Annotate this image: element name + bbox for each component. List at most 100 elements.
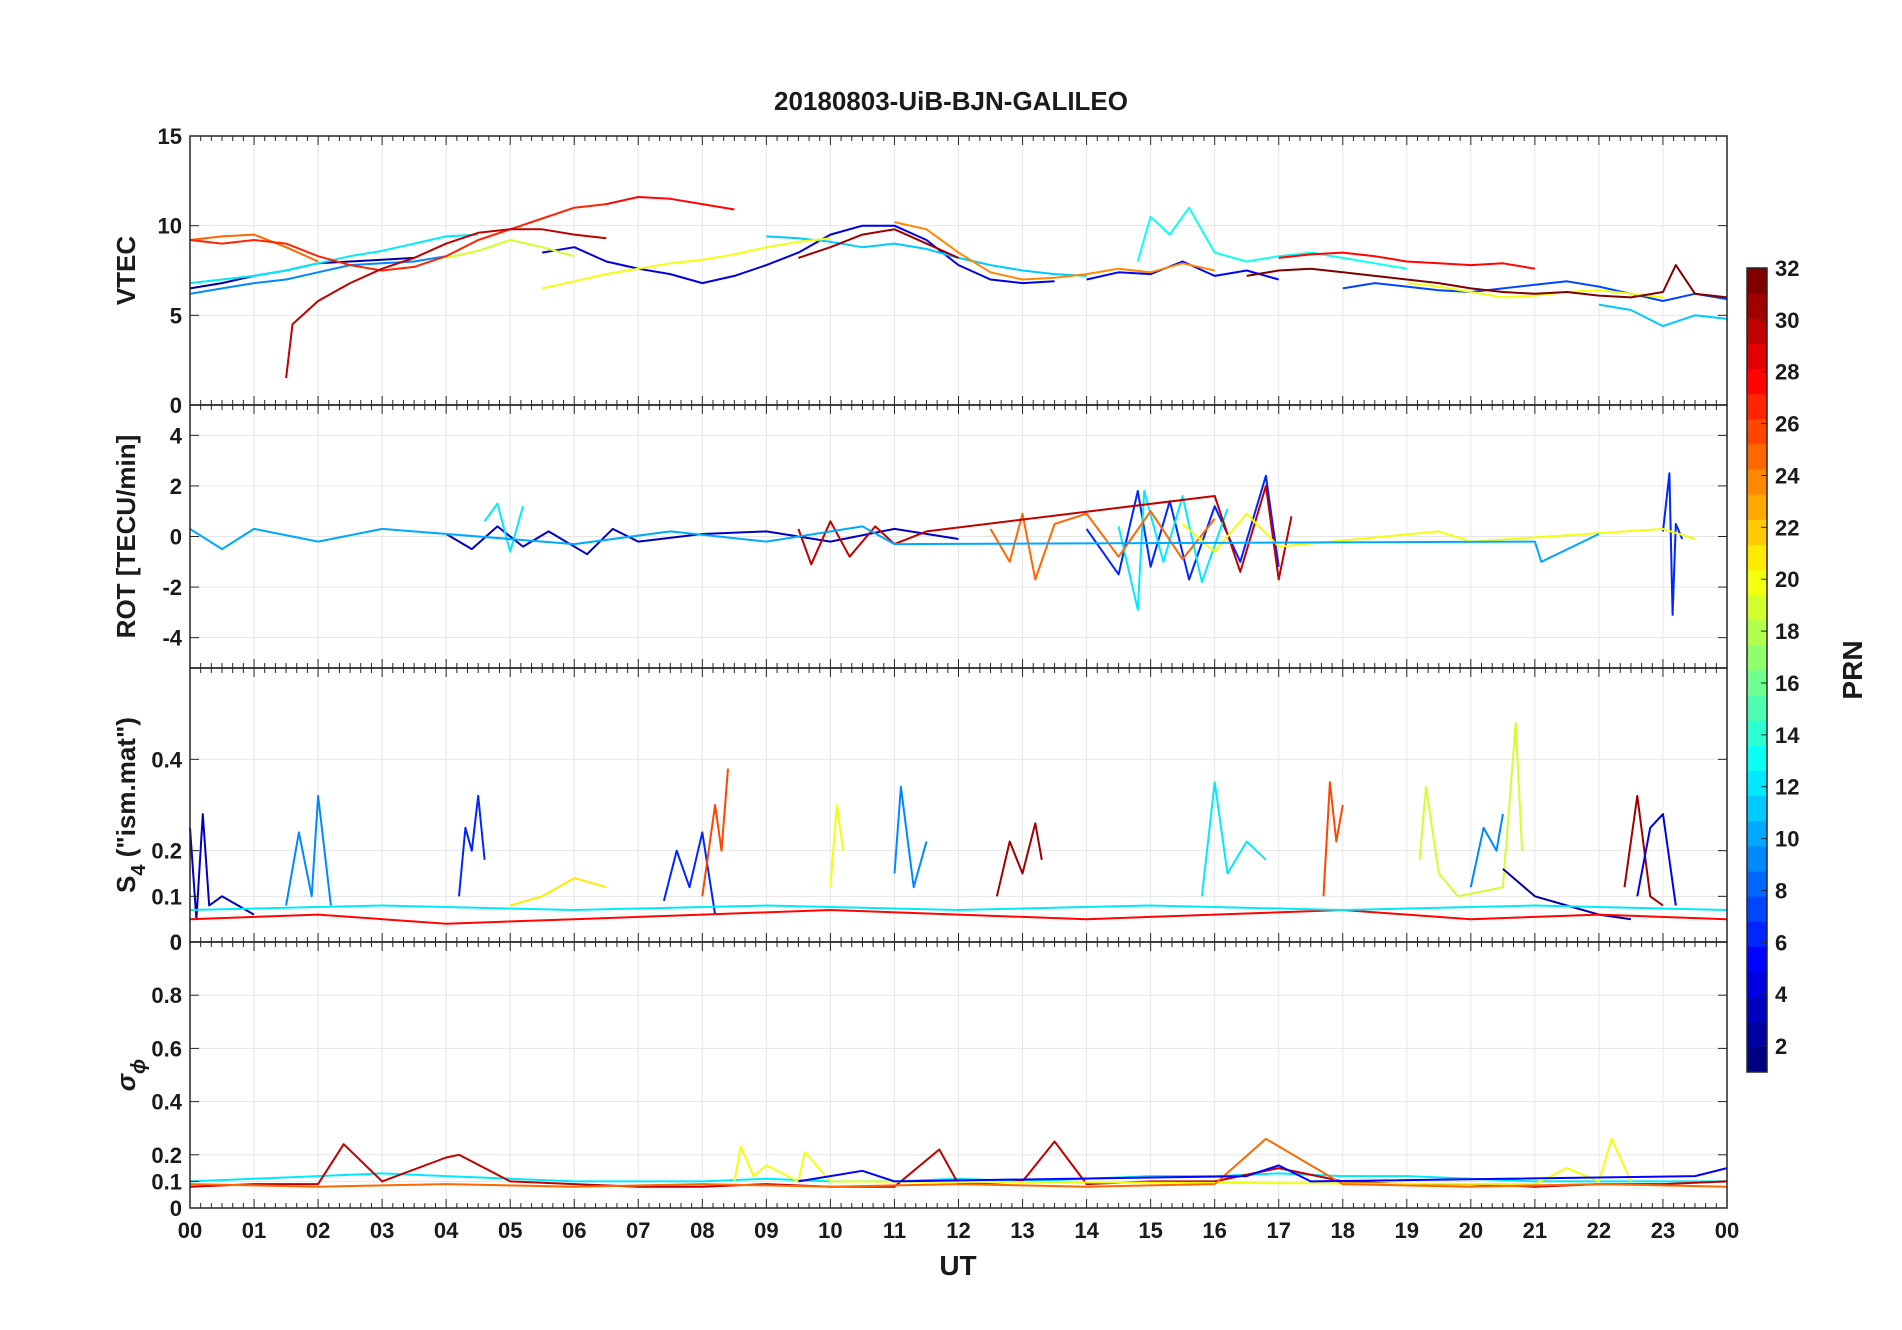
colorbar-swatch [1747, 368, 1767, 395]
series-line-prn-20 [1406, 282, 1664, 299]
x-tick-label: 04 [434, 1218, 459, 1243]
colorbar-tick-label: 32 [1775, 256, 1799, 281]
colorbar-tick-label: 28 [1775, 360, 1799, 385]
y-tick-label: 0.4 [151, 747, 182, 772]
y-tick-label: 4 [170, 423, 183, 448]
series-line-prn-6 [458, 794, 486, 897]
x-tick-label: 15 [1138, 1218, 1162, 1243]
x-tick-label: 12 [946, 1218, 970, 1243]
x-tick-label: 19 [1395, 1218, 1419, 1243]
series-line-prn-31 [798, 228, 959, 259]
y-tick-label: -2 [162, 575, 182, 600]
colorbar-swatch [1747, 820, 1767, 847]
colorbar-tick-label: 22 [1775, 515, 1799, 540]
colorbar-tick-label: 20 [1775, 567, 1799, 592]
colorbar-swatch [1747, 494, 1767, 520]
series-line-prn-32 [1246, 264, 1728, 299]
series-line-prn-3 [445, 525, 959, 556]
colorbar-tick-label: 14 [1775, 723, 1800, 748]
colorbar-swatch [1747, 770, 1767, 797]
colorbar-swatch [1747, 644, 1767, 671]
colorbar-swatch [1747, 469, 1767, 495]
x-tick-label: 18 [1331, 1218, 1355, 1243]
y-tick-label: -4 [162, 626, 182, 651]
series-line-prn-9 [285, 794, 332, 906]
x-tick-label: 10 [818, 1218, 842, 1243]
colorbar-swatch [1747, 569, 1767, 596]
series-line-prn-28 [1278, 251, 1536, 270]
colorbar-tick-label: 16 [1775, 671, 1799, 696]
series-line-prn-25 [189, 1137, 1728, 1188]
series-line-prn-26 [701, 768, 729, 897]
series-line-prn-31 [1623, 794, 1664, 907]
series-line-prn-11 [766, 235, 1087, 277]
x-tick-label: 00 [178, 1218, 202, 1243]
x-tick-label: 09 [754, 1218, 778, 1243]
y-tick-label: 0.6 [151, 1036, 182, 1061]
colorbar-swatch [1747, 996, 1767, 1023]
colorbar-swatch [1747, 293, 1767, 319]
y-tick-label: 0 [170, 525, 182, 550]
y-tick-label: 0 [170, 930, 182, 955]
colorbar-tick-label: 30 [1775, 308, 1799, 333]
series-line-prn-12 [483, 502, 524, 553]
colorbar-swatch [1747, 619, 1767, 646]
y-tick-label: 0 [170, 393, 182, 418]
x-tick-label: 20 [1459, 1218, 1483, 1243]
x-tick-label: 14 [1074, 1218, 1099, 1243]
chart-title: 20180803-UiB-BJN-GALILEO [774, 86, 1128, 116]
series-line-prn-28 [606, 196, 735, 211]
x-tick-label: 16 [1202, 1218, 1226, 1243]
colorbar-tick-label: 24 [1775, 463, 1800, 488]
x-tick-label: 06 [562, 1218, 586, 1243]
series-line-prn-12 [1200, 781, 1267, 897]
colorbar-swatch [1747, 343, 1767, 369]
series-line-prn-4 [542, 224, 1055, 285]
series-line-prn-5 [798, 1164, 1728, 1183]
colorbar-tick-label: 4 [1775, 982, 1788, 1007]
series-line-prn-3 [189, 813, 255, 921]
y-axis-label: S4 ("ism.mat") [111, 717, 150, 893]
x-tick-label: 23 [1651, 1218, 1675, 1243]
series-line-prn-24 [894, 221, 1215, 281]
series-line-prn-6 [1085, 474, 1280, 581]
y-tick-label: 0 [170, 930, 182, 955]
colorbar-tick-label: 12 [1775, 775, 1799, 800]
series-line-prn-4 [1636, 813, 1677, 906]
series-line-prn-9 [1469, 813, 1504, 888]
x-tick-label: 13 [1010, 1218, 1034, 1243]
colorbar-swatch [1747, 695, 1767, 721]
panel-2: -4 -2 0 2 4 ROT [TECU/min] [111, 404, 1728, 669]
series-line-prn-6 [1662, 472, 1684, 616]
y-tick-label: 0.2 [151, 839, 182, 864]
x-tick-label: 17 [1266, 1218, 1290, 1243]
x-tick-label: 01 [242, 1218, 266, 1243]
series-line-prn-5 [1086, 260, 1279, 281]
colorbar-swatch [1747, 418, 1767, 445]
x-axis-label: UT [939, 1250, 976, 1281]
colorbar-swatch [1747, 443, 1767, 470]
colorbar-frame [1746, 267, 1768, 1073]
colorbar-tick-label: 26 [1775, 412, 1799, 437]
series-line-prn-27 [189, 203, 607, 272]
colorbar-swatch [1747, 519, 1767, 545]
y-tick-label: 0.4 [151, 1090, 182, 1115]
series-line-prn-10 [189, 525, 1600, 563]
x-tick-label: 08 [690, 1218, 714, 1243]
colorbar-swatch [1747, 393, 1767, 420]
x-tick-label: 07 [626, 1218, 650, 1243]
series-line-prn-25 [989, 510, 1216, 581]
colorbar-swatch [1747, 745, 1767, 771]
series-line-prn-31 [995, 822, 1043, 897]
colorbar-tick-label: 6 [1775, 930, 1787, 955]
colorbar-swatch [1747, 896, 1767, 922]
y-tick-label: 10 [158, 214, 182, 239]
colorbar-tick-label: 18 [1775, 619, 1799, 644]
series-line-prn-30 [797, 484, 1293, 581]
colorbar-swatch [1747, 318, 1767, 344]
colorbar-swatch [1747, 544, 1767, 570]
colorbar-swatch [1747, 1021, 1767, 1048]
series-line-prn-19 [445, 239, 575, 259]
